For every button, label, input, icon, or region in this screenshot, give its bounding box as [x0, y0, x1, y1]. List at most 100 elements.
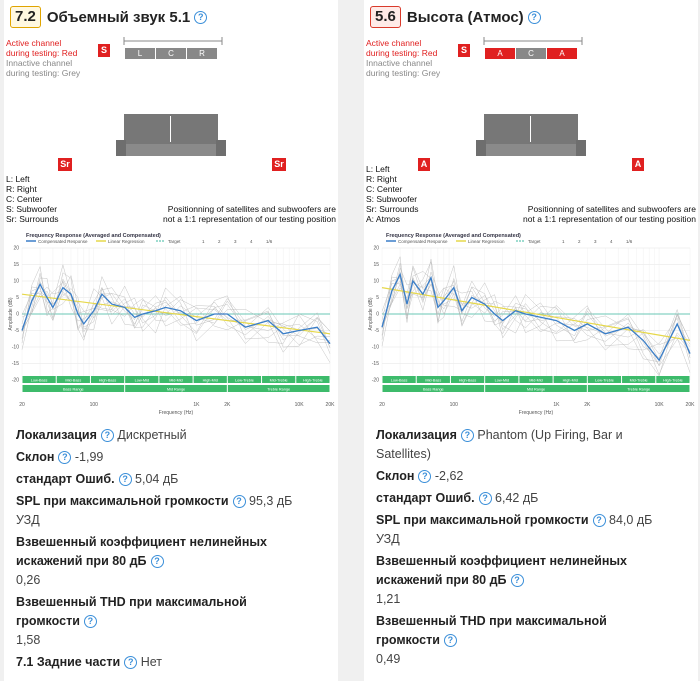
stat-label: Локализация [16, 428, 97, 442]
channel-legend: L: Left R: Right C: Center S: Subwoofer … [6, 174, 58, 224]
band-segment [485, 385, 587, 392]
band-label: High-Bass [99, 378, 117, 382]
x-axis-label: Frequency (Hz) [159, 410, 194, 416]
help-icon[interactable]: ? [194, 10, 208, 24]
legend-entry: Compensated Response [398, 239, 448, 244]
stat-label: Склон [376, 469, 415, 483]
y-tick-label: 10 [13, 279, 19, 285]
band-label: High-Bass [459, 378, 477, 382]
active-channel-line1: Active channel [6, 38, 62, 48]
stat-value: 0,26 [16, 573, 41, 587]
help-icon[interactable]: ? [83, 615, 97, 629]
help-icon[interactable]: ? [124, 656, 138, 670]
stat-label: громкости [16, 614, 80, 628]
band-segment [125, 376, 159, 383]
help-icon[interactable]: ? [100, 429, 114, 443]
stat-slope: Склон? -2,62 [376, 467, 686, 486]
atmos-left-marker: A [418, 158, 430, 171]
stat-thd-80: Взвешенный коэффициент нелинейных искаже… [376, 552, 686, 609]
stat-thd-80: Взвешенный коэффициент нелинейных искаже… [16, 533, 326, 590]
stat-spl: SPL при максимальной громкости? 95,3 дБ … [16, 492, 326, 530]
help-icon[interactable]: ? [232, 495, 246, 509]
x-tick-label: 20K [686, 402, 696, 408]
stat-value: -2,62 [434, 469, 464, 483]
x-tick-label: 1K [553, 402, 560, 408]
band-segment [227, 376, 262, 383]
stat-value: Дискретный [117, 428, 187, 442]
help-icon[interactable]: ? [58, 451, 72, 465]
stat-thd-max: Взвешенный THD при максимальной громкост… [376, 612, 686, 669]
legend-item: L: Left [366, 164, 390, 174]
atmos-right-marker: A [632, 158, 644, 171]
legend-entry: 3 [234, 239, 237, 244]
surround-right-marker: Sr [272, 158, 286, 171]
legend-entry: Target [528, 239, 541, 244]
band-segment [227, 385, 330, 392]
inactive-channel-line2: during testing: Grey [366, 68, 441, 78]
compensated-response-line [381, 272, 691, 362]
positioning-note-line1: Positionning of satellites and subwoofer… [167, 204, 336, 214]
band-label: Mid Range [167, 387, 185, 391]
speaker-left: L [125, 48, 155, 59]
frequency-response-plot: Frequency Response (Averaged and Compens… [368, 233, 696, 416]
band-label: Low-Treble [595, 378, 614, 382]
legend-entry: Linear Regression [108, 239, 145, 244]
y-tick-label: -20 [372, 378, 379, 384]
band-segment [656, 376, 690, 383]
help-icon[interactable]: ? [150, 555, 164, 569]
stat-label: 7.1 Задние части [16, 655, 121, 669]
band-label: High-Treble [663, 378, 683, 382]
stat-value: -1,99 [74, 450, 104, 464]
stat-std-error: стандарт Ошиб.? 6,42 дБ [376, 489, 686, 508]
band-label: Mid Range [527, 387, 545, 391]
help-icon[interactable]: ? [527, 10, 541, 24]
band-label: Low-Mid [135, 378, 149, 382]
stat-spl: SPL при максимальной громкости? 84,0 дБ … [376, 511, 686, 549]
help-icon[interactable]: ? [118, 473, 132, 487]
band-segment [193, 376, 227, 383]
band-segment [56, 376, 90, 383]
stat-label: SPL при максимальной громкости [376, 513, 589, 527]
help-icon[interactable]: ? [443, 634, 457, 648]
band-label: Bass Range [63, 387, 84, 391]
y-tick-label: -5 [15, 328, 20, 334]
help-icon[interactable]: ? [418, 470, 432, 484]
band-segment [296, 376, 330, 383]
help-icon[interactable]: ? [478, 492, 492, 506]
legend-entry: 1/6 [266, 239, 273, 244]
right-stats: Локализация? Phantom (Up Firing, Bar и S… [376, 426, 686, 672]
right-section-title: Высота (Атмос) [406, 8, 524, 26]
help-icon[interactable]: ? [510, 574, 524, 588]
band-label: Low-Bass [31, 378, 48, 382]
band-segment [587, 376, 622, 383]
legend-item: C: Center [366, 184, 403, 194]
help-icon[interactable]: ? [592, 514, 606, 528]
speaker-atmos-right: A [547, 48, 577, 59]
band-label: Mid-Treble [630, 378, 648, 382]
stat-thd-max: Взвешенный THD при максимальной громкост… [16, 593, 326, 650]
help-icon[interactable]: ? [460, 429, 474, 443]
stat-value: 0,49 [376, 652, 401, 666]
band-label: Mid-Bass [425, 378, 441, 382]
inactive-channel-line1: Innactive channel [6, 58, 73, 68]
stat-unit: УЗД [16, 513, 40, 527]
stat-localization: Локализация? Phantom (Up Firing, Bar и S… [376, 426, 686, 464]
band-segment [90, 376, 125, 383]
legend-item: R: Right [366, 174, 397, 184]
band-label: High-Mid [563, 378, 578, 382]
stat-value: Phantom (Up Firing, Bar и [477, 428, 623, 442]
stat-rear: 7.1 Задние части? Нет [16, 653, 326, 672]
band-segment [553, 376, 587, 383]
y-tick-label: 5 [376, 295, 379, 301]
band-label: Low-Bass [391, 378, 408, 382]
legend-item: S: Subwoofer [6, 204, 58, 214]
stat-localization: Локализация? Дискретный [16, 426, 326, 445]
active-channel-line2: during testing: Red [366, 48, 438, 58]
individual-response-line [21, 263, 331, 342]
band-label: High-Treble [303, 378, 323, 382]
stat-label: громкости [376, 633, 440, 647]
legend-item: Sr: Surrounds [366, 204, 419, 214]
stat-label: Взвешенный коэффициент нелинейных [16, 535, 267, 549]
chart-title: Frequency Response (Averaged and Compens… [386, 233, 521, 239]
x-tick-label: 1K [193, 402, 200, 408]
